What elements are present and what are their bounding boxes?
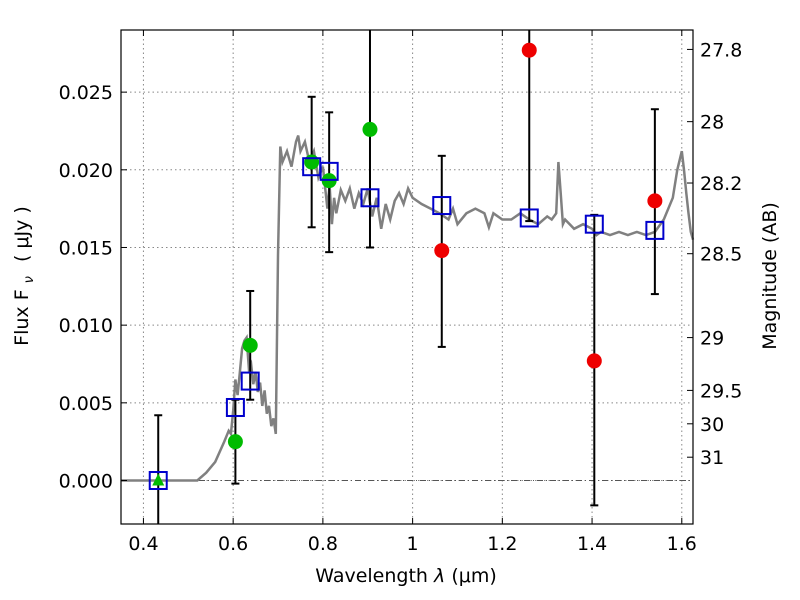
y-axis-label-left-sub: ν (22, 276, 37, 283)
model-photometry-square (148, 471, 168, 491)
y-axis-label-left: Flux F ν ( μJy ) (11, 206, 38, 346)
model-sed-curve (121, 135, 695, 482)
error-bars (154, 30, 659, 524)
x-tick-label: 0.8 (308, 533, 338, 555)
x-axis-label-symbol: λ (433, 565, 445, 587)
upper-limit-point (434, 243, 450, 259)
upper-limit-point (647, 193, 663, 209)
model-photometry-square (519, 208, 539, 228)
y-tick-label: 0.025 (59, 82, 113, 104)
upper-limit-point (586, 353, 602, 369)
data-markers (148, 42, 665, 491)
magnitude-tick-label: 27.8 (700, 39, 742, 61)
model-photometry-square (225, 397, 245, 417)
x-axis-label: Wavelength λ (μm) (315, 565, 496, 587)
model-photometry-square (360, 188, 380, 208)
y-tick-label: 0.015 (59, 237, 113, 259)
magnitude-tick-label: 28.5 (700, 244, 742, 266)
plot-frame (120, 29, 694, 525)
x-tick-label: 1.4 (577, 533, 607, 555)
y-tick-label: 0.000 (59, 471, 113, 493)
x-tick-label: 0.6 (218, 533, 248, 555)
x-axis-label-unit: (μm) (451, 565, 496, 587)
detection-point (304, 154, 320, 170)
magnitude-tick-label: 28 (700, 112, 724, 134)
axis-ticks: 0.4 0.6 0.8 1 1.2 1.4 1.6 0.000 0.005 0.010 0.015 0… (59, 30, 742, 555)
magnitude-tick-label: 31 (700, 447, 724, 469)
x-tick-label: 1.6 (667, 533, 697, 555)
y-axis-label-left-text: Flux F (11, 289, 33, 345)
model-photometry-square (240, 371, 260, 391)
detection-point (227, 434, 243, 450)
upper-limit-point (521, 42, 537, 58)
y-tick-label: 0.005 (59, 393, 113, 415)
y-tick-label: 0.020 (59, 160, 113, 182)
y-tick-label: 0.010 (59, 315, 113, 337)
x-tick-label: 1.2 (487, 533, 517, 555)
model-photometry-square (432, 196, 452, 216)
magnitude-tick-label: 29 (700, 328, 724, 350)
detection-point (242, 337, 258, 353)
detection-point (362, 121, 378, 137)
model-photometry-square (645, 220, 665, 240)
magnitude-tick-label: 29.5 (700, 380, 742, 402)
triangle-point (152, 473, 165, 486)
grid-lines (121, 30, 693, 524)
magnitude-tick-label: 30 (700, 414, 724, 436)
model-photometry-square (584, 214, 604, 234)
y-axis-label-left-unit: ( μJy ) (11, 206, 33, 262)
x-tick-label: 1 (407, 533, 419, 555)
y-axis-label-right: Magnitude (AB) (759, 202, 781, 350)
model-photometry-square (319, 161, 339, 181)
x-tick-label: 0.4 (128, 533, 158, 555)
x-axis-label-prefix: Wavelength (315, 565, 428, 587)
magnitude-tick-label: 28.2 (700, 173, 742, 195)
